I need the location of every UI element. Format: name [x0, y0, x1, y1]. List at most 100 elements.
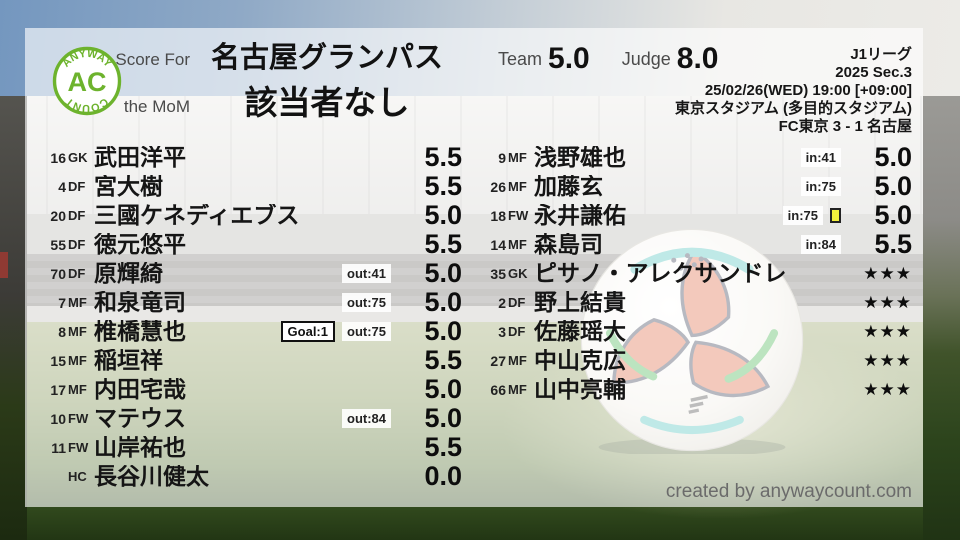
player-position: MF [68, 353, 87, 368]
badge-group: Goal:1 out:75 [280, 321, 391, 342]
player-number: 17 [50, 381, 66, 398]
rating-value: 0.0 [424, 461, 462, 491]
player-row: 17 MF 内田宅哉 5.0 [38, 375, 462, 404]
svg-text:COUNT: COUNT [63, 95, 110, 114]
player-number: 66 [490, 381, 506, 398]
player-name: 長谷川健太 [94, 465, 209, 488]
player-name: 徳元悠平 [94, 233, 186, 256]
player-row: 4 DF 宮大樹 5.5 [38, 172, 462, 201]
player-row: 27 MF 中山克広 ★★★ [478, 346, 912, 375]
player-position: DF [68, 208, 86, 223]
player-name: 和泉竜司 [94, 291, 186, 314]
player-position: FW [68, 440, 89, 455]
substitution-badge: out:75 [342, 293, 391, 312]
kickoff-datetime: 25/02/26(WED) 19:00 [+09:00] [704, 82, 912, 99]
scorecard-panel [25, 28, 923, 507]
player-position: MF [68, 382, 87, 397]
badge-group: out:84 [342, 409, 391, 428]
left-edge-structure [0, 96, 27, 540]
player-row: 35 GK ピサノ・アレクサンドレ ★★★ [478, 259, 912, 288]
substitution-badge: in:84 [800, 235, 841, 254]
player-name: 三國ケネディエブス [94, 204, 300, 227]
team-score-value: 5.0 [548, 42, 590, 75]
player-name: 加藤玄 [534, 175, 603, 198]
player-number: 2 [498, 294, 506, 311]
player-row: 7 MF 和泉竜司 out:75 5.0 [38, 288, 462, 317]
venue-name: 東京スタジアム (多目的スタジアム) [674, 100, 912, 117]
rating-value: 5.5 [424, 432, 462, 462]
player-number: 11 [51, 439, 66, 456]
substitution-badge: in:75 [800, 177, 841, 196]
yellow-card-icon [830, 208, 841, 223]
player-number: 8 [58, 323, 66, 340]
player-number: 55 [50, 236, 66, 253]
player-name: 中山克広 [534, 349, 626, 372]
rating-value: ★★★ [863, 264, 912, 283]
player-row: 66 MF 山中亮輔 ★★★ [478, 375, 912, 404]
player-position: MF [68, 324, 87, 339]
player-position: DF [508, 324, 526, 339]
player-name: 佐藤瑶大 [534, 320, 626, 343]
badge-group: out:41 [342, 264, 391, 283]
player-number: 20 [50, 207, 66, 224]
player-name: 森島司 [534, 233, 603, 256]
players-right-column: 9 MF 浅野雄也 in:41 5.0 26 MF 加藤玄 in:75 5.0 … [478, 143, 912, 404]
player-number: 26 [490, 178, 506, 195]
rating-value: 5.5 [424, 345, 462, 375]
judge-score-label: Judge [621, 49, 671, 69]
player-name: 武田洋平 [94, 146, 186, 169]
player-number: 16 [50, 149, 66, 166]
right-edge-structure [923, 96, 960, 540]
player-row: 8 MF 椎橋慧也 Goal:1 out:75 5.0 [38, 317, 462, 346]
player-name: 内田宅哉 [94, 378, 186, 401]
substitution-badge: in:41 [800, 148, 841, 167]
judge-score-value: 8.0 [676, 42, 719, 75]
player-position: DF [68, 237, 86, 252]
league-name: J1リーグ [850, 46, 912, 63]
rating-value: 5.5 [424, 229, 462, 259]
player-row: 15 MF 稲垣祥 5.5 [38, 346, 462, 375]
player-number: 35 [490, 265, 506, 282]
player-row: 10 FW マテウス out:84 5.0 [38, 404, 462, 433]
player-row: 70 DF 原輝綺 out:41 5.0 [38, 259, 462, 288]
rating-value: ★★★ [863, 322, 912, 341]
rating-value: ★★★ [863, 293, 912, 312]
team-name: 名古屋グランパス [210, 42, 443, 74]
player-position: MF [508, 150, 527, 165]
player-number: 9 [498, 149, 506, 166]
rating-value: ★★★ [863, 380, 912, 399]
substitution-badge: out:75 [342, 322, 391, 341]
player-position: FW [68, 411, 89, 426]
rating-value: 5.0 [424, 374, 462, 404]
left-edge-red-object [0, 252, 8, 278]
rating-value: 5.0 [874, 142, 912, 172]
player-row: 11 FW 山岸祐也 5.5 [38, 433, 462, 462]
mom-name: 該当者なし [244, 84, 410, 121]
player-name: マテウス [94, 407, 186, 430]
substitution-badge: out:41 [342, 264, 391, 283]
rating-value: 5.0 [424, 316, 462, 346]
player-name: 山岸祐也 [94, 436, 186, 459]
player-name: 永井謙佑 [534, 204, 626, 227]
player-number: 18 [490, 207, 506, 224]
badge-group: in:75 [782, 206, 841, 225]
player-number: 10 [50, 410, 66, 427]
player-name: 浅野雄也 [534, 146, 626, 169]
player-number: 4 [58, 178, 66, 195]
goal-badge: Goal:1 [280, 321, 335, 342]
player-position: DF [68, 266, 86, 281]
player-position: FW [508, 208, 529, 223]
player-number: 15 [50, 352, 66, 369]
player-name: 原輝綺 [94, 262, 163, 285]
player-position: GK [508, 266, 528, 281]
footer-credit: created by anywaycount.com [665, 481, 912, 502]
player-row: 55 DF 徳元悠平 5.5 [38, 230, 462, 259]
player-row: 3 DF 佐藤瑶大 ★★★ [478, 317, 912, 346]
rating-value: 5.0 [424, 258, 462, 288]
player-row: HC 長谷川健太 0.0 [38, 462, 462, 491]
player-number: 3 [498, 323, 506, 340]
players-left-column: 16 GK 武田洋平 5.5 4 DF 宮大樹 5.5 20 DF 三國ケネディ… [38, 143, 462, 491]
anywaycount-logo-icon: ANYWAY COUNT AC [52, 46, 122, 116]
match-result: FC東京 3 - 1 名古屋 [778, 118, 912, 135]
badge-group: in:75 [800, 177, 841, 196]
